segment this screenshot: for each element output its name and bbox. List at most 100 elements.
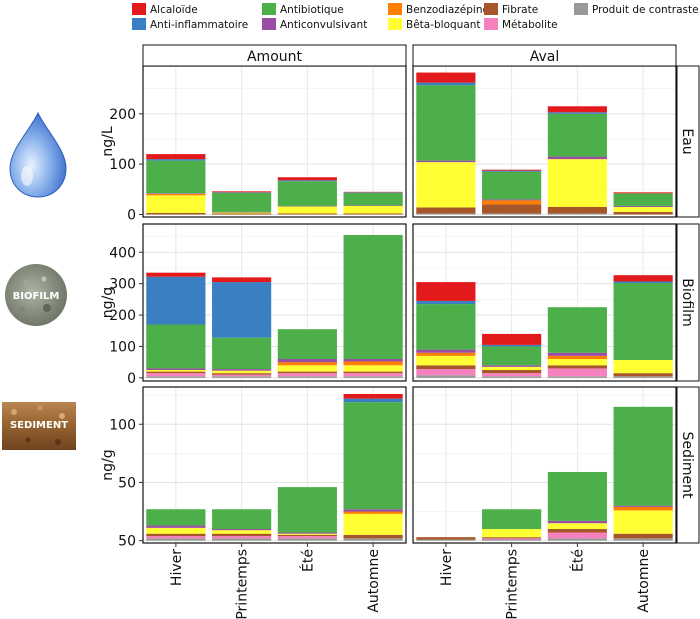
bar-segment-produit-de-contraste	[146, 376, 206, 378]
bar-segment-metabolite	[212, 374, 272, 377]
bar-segment-beta-bloquant	[343, 513, 403, 535]
legend-label: Bêta-bloquant	[406, 19, 481, 31]
bar-segment-anti-inflammatoire	[343, 398, 403, 403]
sediment-image: SEDIMENT	[2, 402, 76, 450]
y-tick-label: 0	[127, 207, 136, 223]
bar-segment-antibiotique	[547, 307, 607, 353]
panel-biofilm-aval	[412, 223, 677, 382]
bar-segment-antibiotique	[613, 283, 673, 360]
bar-sediment-aval-printemps	[482, 509, 542, 541]
bar-segment-produit-de-contraste	[613, 376, 673, 378]
bar-segment-fibrate	[416, 207, 476, 214]
bar-segment-beta-bloquant	[277, 206, 337, 214]
bar-segment-alcaloide	[212, 191, 272, 193]
legend-item-metabolite: Métabolite	[484, 18, 558, 31]
bar-segment-metabolite	[146, 536, 206, 539]
bar-segment-anticonvulsivant	[547, 520, 607, 524]
panel-border	[142, 386, 407, 544]
bar-segment-anticonvulsivant	[613, 205, 673, 207]
bar-segment-anticonvulsivant	[343, 509, 403, 512]
water-drop-icon	[9, 111, 67, 198]
bar-segment-benzodiazepine	[482, 200, 542, 205]
bar-segment-antibiotique	[277, 487, 337, 533]
legend-label: Fibrate	[502, 4, 538, 16]
y-tick-label: 50	[118, 475, 136, 491]
legend-item-beta-bloquant: Bêta-bloquant	[388, 18, 481, 31]
bar-segment-fibrate	[146, 533, 206, 537]
row-strip-eau: Eau	[676, 65, 700, 218]
y-tick-label: 0	[127, 371, 136, 387]
bar-segment-anticonvulsivant	[343, 205, 403, 206]
bar-segment-alcaloide	[613, 192, 673, 194]
bar-segment-anticonvulsivant	[212, 529, 272, 531]
bar-segment-produit-de-contraste	[613, 538, 673, 541]
bar-eau-aval-ete	[547, 106, 607, 215]
bar-eau-aval-printemps	[482, 169, 542, 215]
bar-biofilm-aval-ete	[547, 307, 607, 378]
bar-segment-produit-de-contraste	[547, 376, 607, 378]
legend-swatch	[484, 18, 498, 30]
legend: Alcaloïde Anti-inflammatoire Antibiotique A…	[132, 3, 699, 31]
x-tick-label-amount-automne: Automne	[366, 549, 382, 613]
bar-segment-fibrate	[613, 373, 673, 377]
legend-swatch	[388, 3, 402, 15]
bar-biofilm-amount-automne	[343, 234, 403, 378]
y-tick-label: 400	[109, 245, 136, 261]
bar-segment-beta-bloquant	[146, 370, 206, 372]
bar-segment-alcaloide	[277, 177, 337, 181]
bar-segment-anti-inflammatoire	[482, 170, 542, 172]
panel-border	[412, 386, 677, 544]
bar-segment-beta-bloquant	[613, 359, 673, 374]
legend-label: Métabolite	[502, 19, 558, 31]
x-tick-label-amount-ete: Été	[299, 549, 316, 572]
legend-item-alcaloide: Alcaloïde	[132, 3, 198, 16]
bar-segment-alcaloide	[343, 191, 403, 193]
bar-segment-anticonvulsivant	[613, 505, 673, 507]
bar-segment-produit-de-contraste	[343, 538, 403, 541]
bar-segment-fibrate	[343, 534, 403, 539]
bar-segment-antibiotique	[343, 402, 403, 510]
bar-segment-antibiotique	[146, 160, 206, 194]
bar-biofilm-amount-hiver	[146, 272, 206, 378]
bar-segment-alcaloide	[416, 282, 476, 301]
biofilm-image-label: BIOFILM	[13, 291, 60, 302]
bar-segment-produit-de-contraste	[416, 213, 476, 215]
bar-segment-fibrate	[613, 533, 673, 539]
bar-segment-produit-de-contraste	[416, 539, 476, 541]
bar-segment-anti-inflammatoire	[416, 82, 476, 86]
legend-label: Anti-inflammatoire	[150, 19, 248, 31]
bar-segment-fibrate	[343, 371, 403, 374]
bar-segment-anticonvulsivant	[212, 369, 272, 371]
bar-segment-beta-bloquant	[547, 159, 607, 207]
bar-segment-anti-inflammatoire	[212, 192, 272, 193]
bar-segment-antibiotique	[482, 509, 542, 530]
bar-segment-metabolite	[547, 368, 607, 377]
x-tick-label-aval-printemps: Printemps	[505, 549, 521, 619]
bar-segment-anti-inflammatoire	[277, 180, 337, 182]
bar-segment-produit-de-contraste	[212, 538, 272, 541]
legend-swatch	[262, 3, 276, 15]
bar-segment-alcaloide	[482, 333, 542, 345]
x-tick-label-amount-printemps: Printemps	[235, 549, 251, 619]
bar-segment-benzodiazepine	[613, 506, 673, 511]
bar-segment-produit-de-contraste	[482, 213, 542, 215]
bar-segment-antibiotique	[416, 304, 476, 350]
bar-segment-anticonvulsivant	[482, 199, 542, 201]
bar-segment-antibiotique	[277, 329, 337, 360]
bar-eau-amount-hiver	[146, 154, 206, 215]
bar-segment-metabolite	[277, 536, 337, 539]
bar-segment-fibrate	[416, 365, 476, 370]
bar-segment-anticonvulsivant	[212, 211, 272, 213]
bar-sediment-aval-ete	[547, 471, 607, 541]
bar-segment-antibiotique	[146, 324, 206, 369]
bar-segment-beta-bloquant	[343, 205, 403, 214]
row-strip-sediment: Sediment	[676, 386, 700, 544]
panel-border	[142, 223, 407, 382]
bar-sediment-amount-printemps	[212, 509, 272, 541]
legend-item-anticonvulsivant: Anticonvulsivant	[262, 18, 367, 31]
sediment-image-label: SEDIMENT	[10, 420, 68, 431]
bar-segment-antibiotique	[416, 85, 476, 161]
panel-eau-amount: 0 100 200	[109, 65, 407, 223]
legend-swatch	[262, 18, 276, 30]
